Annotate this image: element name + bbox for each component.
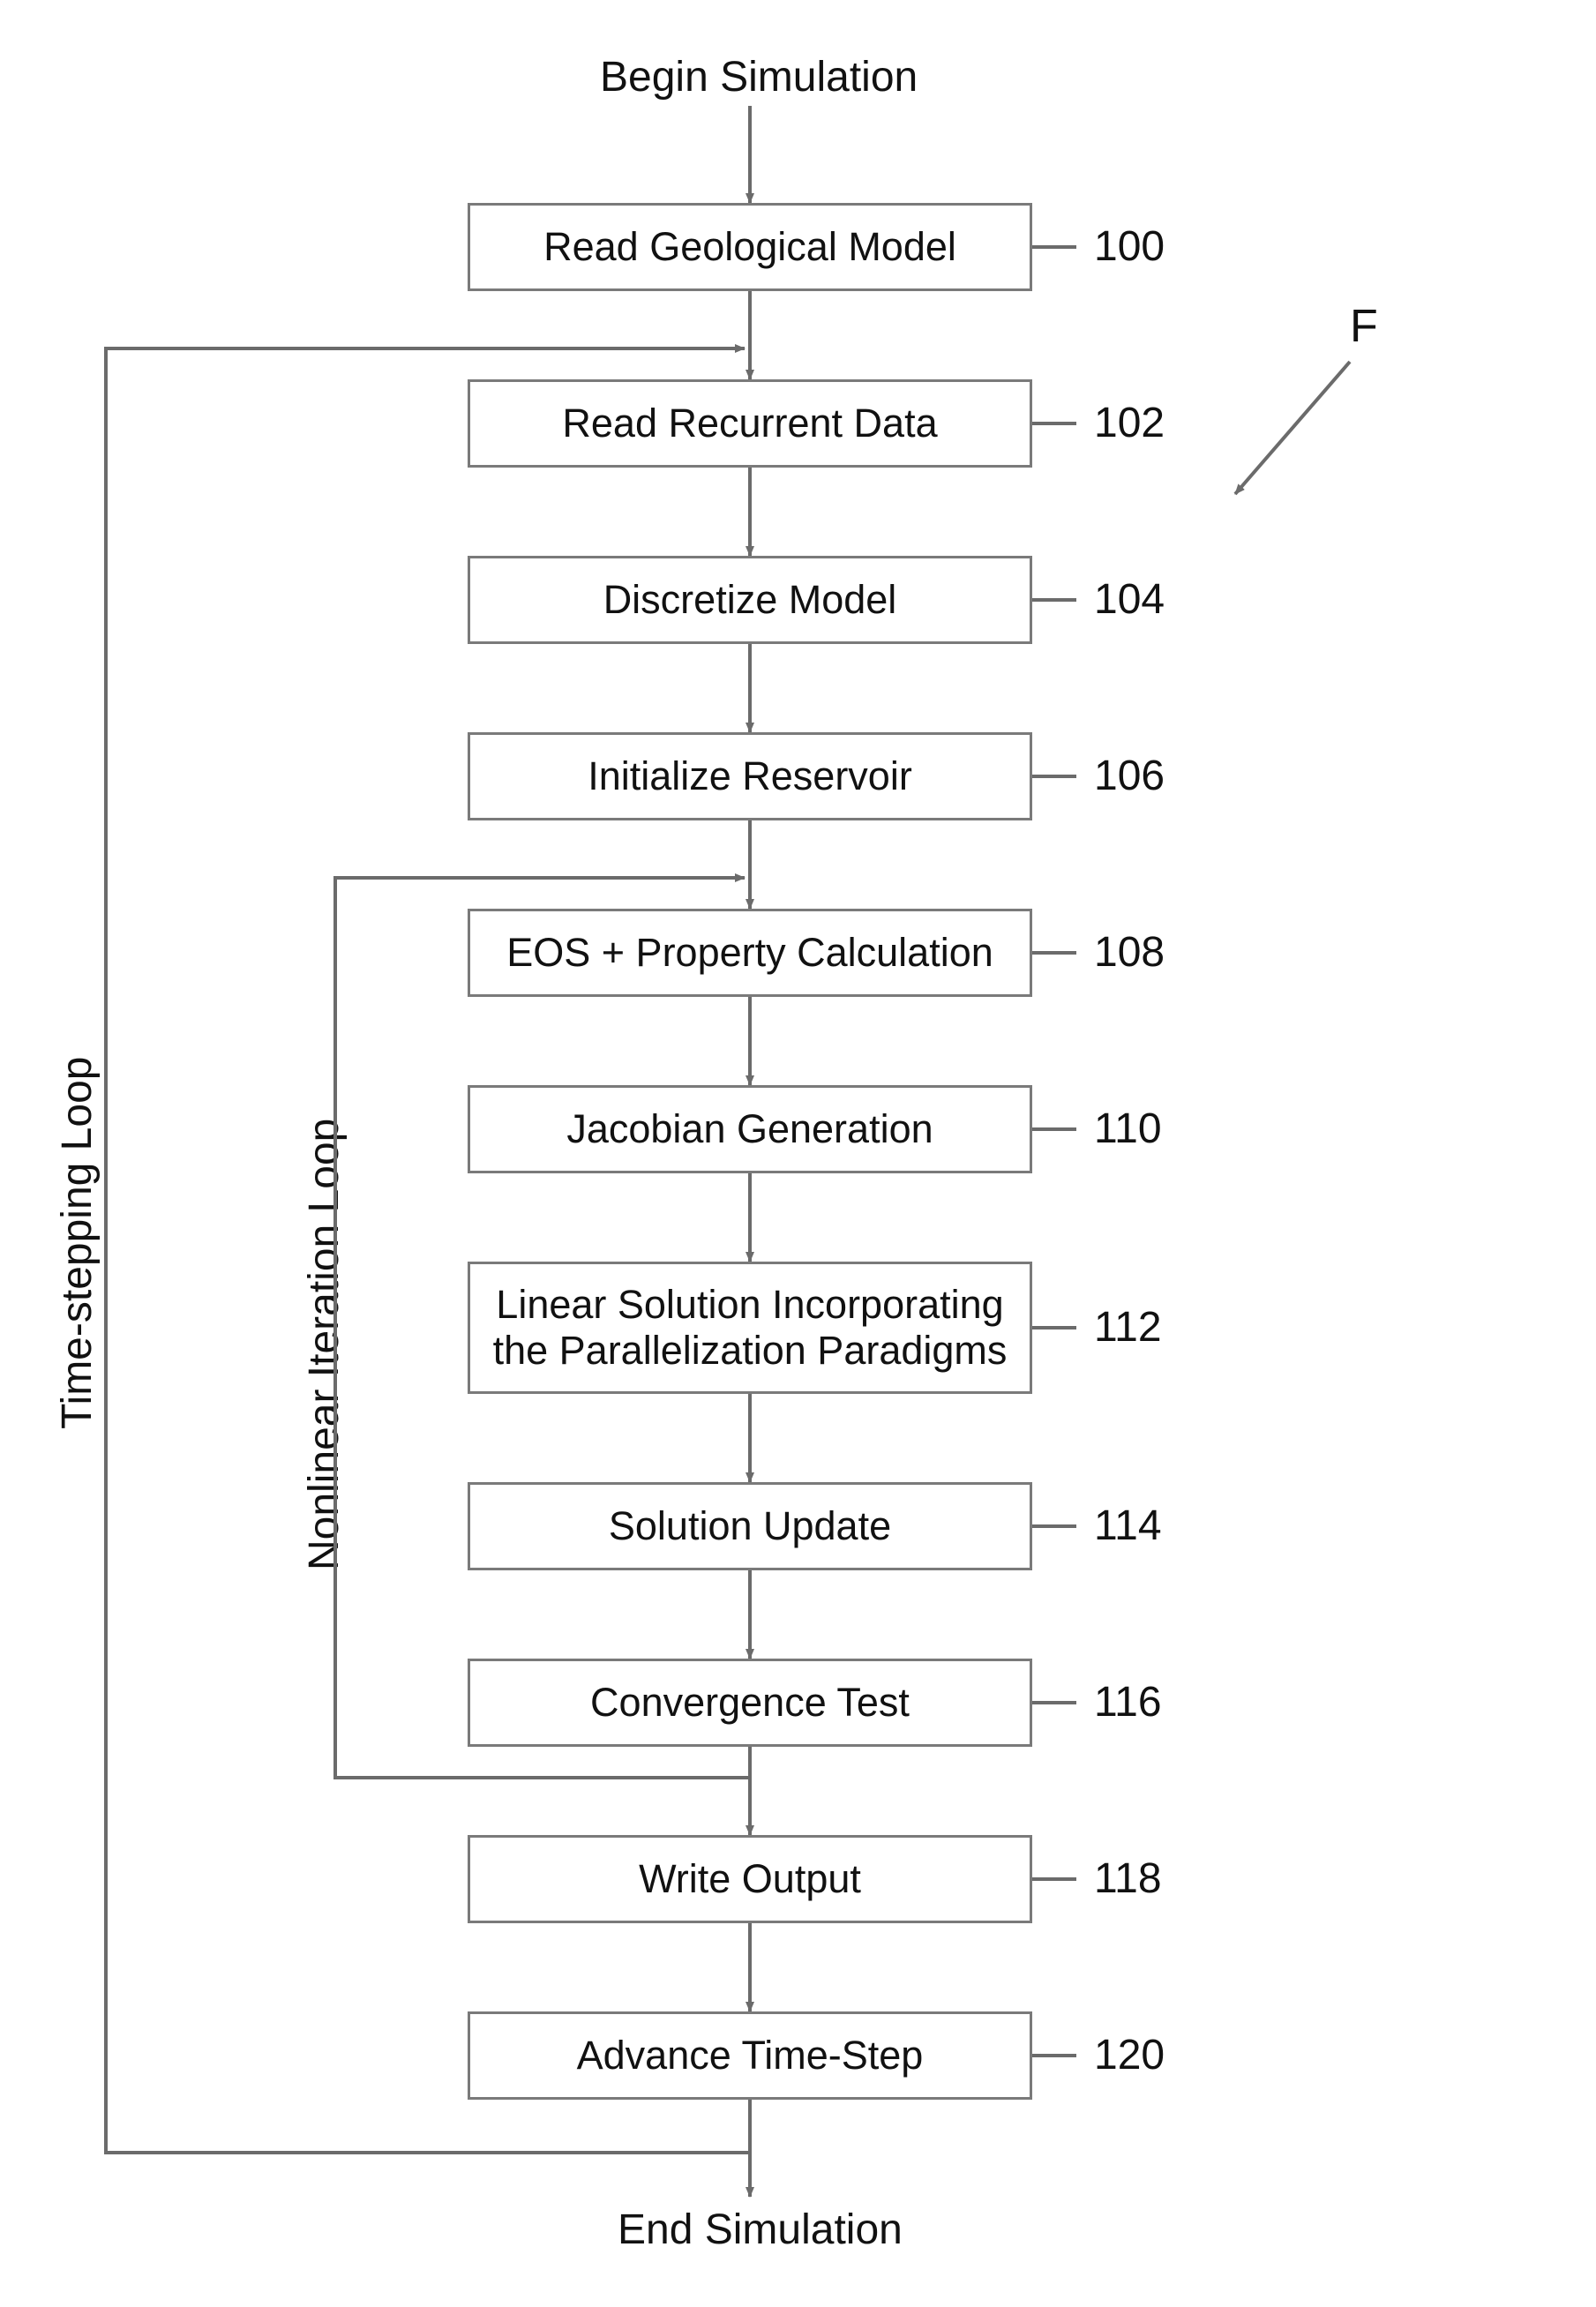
flow-node-label: Advance Time-Step — [577, 2033, 924, 2079]
flow-node-116: Convergence Test — [468, 1659, 1032, 1747]
flow-node-112: Linear Solution Incorporating the Parall… — [468, 1262, 1032, 1394]
outer-loop-label: Time-stepping Loop — [53, 1057, 101, 1429]
flow-node-label: Read Recurrent Data — [562, 401, 937, 446]
figure-marker: F — [1350, 300, 1378, 353]
ref-label-120: 120 — [1094, 2031, 1165, 2079]
flow-node-label: Read Geological Model — [543, 224, 956, 270]
flow-node-label: Convergence Test — [590, 1680, 910, 1726]
start-label: Begin Simulation — [600, 53, 918, 101]
ref-label-112: 112 — [1094, 1303, 1162, 1352]
flow-node-104: Discretize Model — [468, 556, 1032, 644]
end-label: End Simulation — [618, 2206, 903, 2254]
flow-node-label: Solution Update — [609, 1503, 891, 1549]
flow-node-label: Write Output — [639, 1856, 861, 1902]
flow-node-label: Initialize Reservoir — [588, 753, 912, 799]
flow-node-108: EOS + Property Calculation — [468, 909, 1032, 997]
flow-node-110: Jacobian Generation — [468, 1085, 1032, 1173]
flow-node-label: Jacobian Generation — [566, 1106, 933, 1152]
ref-label-108: 108 — [1094, 928, 1165, 977]
flow-node-106: Initialize Reservoir — [468, 732, 1032, 820]
flowchart-canvas: Begin Simulation End Simulation F Time-s… — [0, 0, 1596, 2307]
ref-label-116: 116 — [1094, 1678, 1162, 1727]
ref-label-102: 102 — [1094, 399, 1165, 447]
flow-node-118: Write Output — [468, 1835, 1032, 1923]
flow-node-114: Solution Update — [468, 1482, 1032, 1570]
ref-label-100: 100 — [1094, 222, 1165, 271]
ref-label-104: 104 — [1094, 575, 1165, 624]
flow-node-120: Advance Time-Step — [468, 2011, 1032, 2100]
ref-label-118: 118 — [1094, 1854, 1162, 1903]
inner-loop-label: Nonlinear Iteration Loop — [300, 1119, 348, 1570]
flow-node-label: Linear Solution Incorporating the Parall… — [477, 1282, 1023, 1374]
flow-node-label: EOS + Property Calculation — [506, 930, 993, 976]
flow-node-100: Read Geological Model — [468, 203, 1032, 291]
ref-label-106: 106 — [1094, 752, 1165, 800]
ref-label-110: 110 — [1094, 1105, 1162, 1153]
flow-node-102: Read Recurrent Data — [468, 379, 1032, 468]
flow-node-label: Discretize Model — [603, 577, 897, 623]
ref-label-114: 114 — [1094, 1502, 1162, 1550]
